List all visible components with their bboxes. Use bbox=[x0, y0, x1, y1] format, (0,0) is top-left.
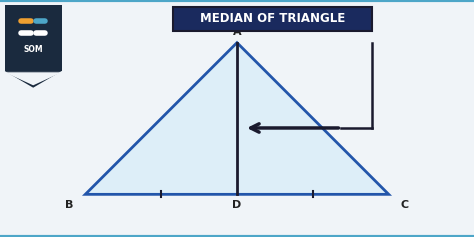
Text: B: B bbox=[65, 200, 73, 210]
Polygon shape bbox=[5, 71, 62, 88]
Text: A: A bbox=[233, 27, 241, 37]
Text: SOM: SOM bbox=[23, 45, 43, 54]
FancyBboxPatch shape bbox=[5, 5, 62, 71]
Text: MEDIAN OF TRIANGLE: MEDIAN OF TRIANGLE bbox=[200, 13, 345, 25]
Polygon shape bbox=[5, 72, 62, 85]
Text: D: D bbox=[232, 200, 242, 210]
Polygon shape bbox=[85, 43, 389, 194]
FancyBboxPatch shape bbox=[173, 7, 372, 31]
Text: C: C bbox=[401, 200, 409, 210]
